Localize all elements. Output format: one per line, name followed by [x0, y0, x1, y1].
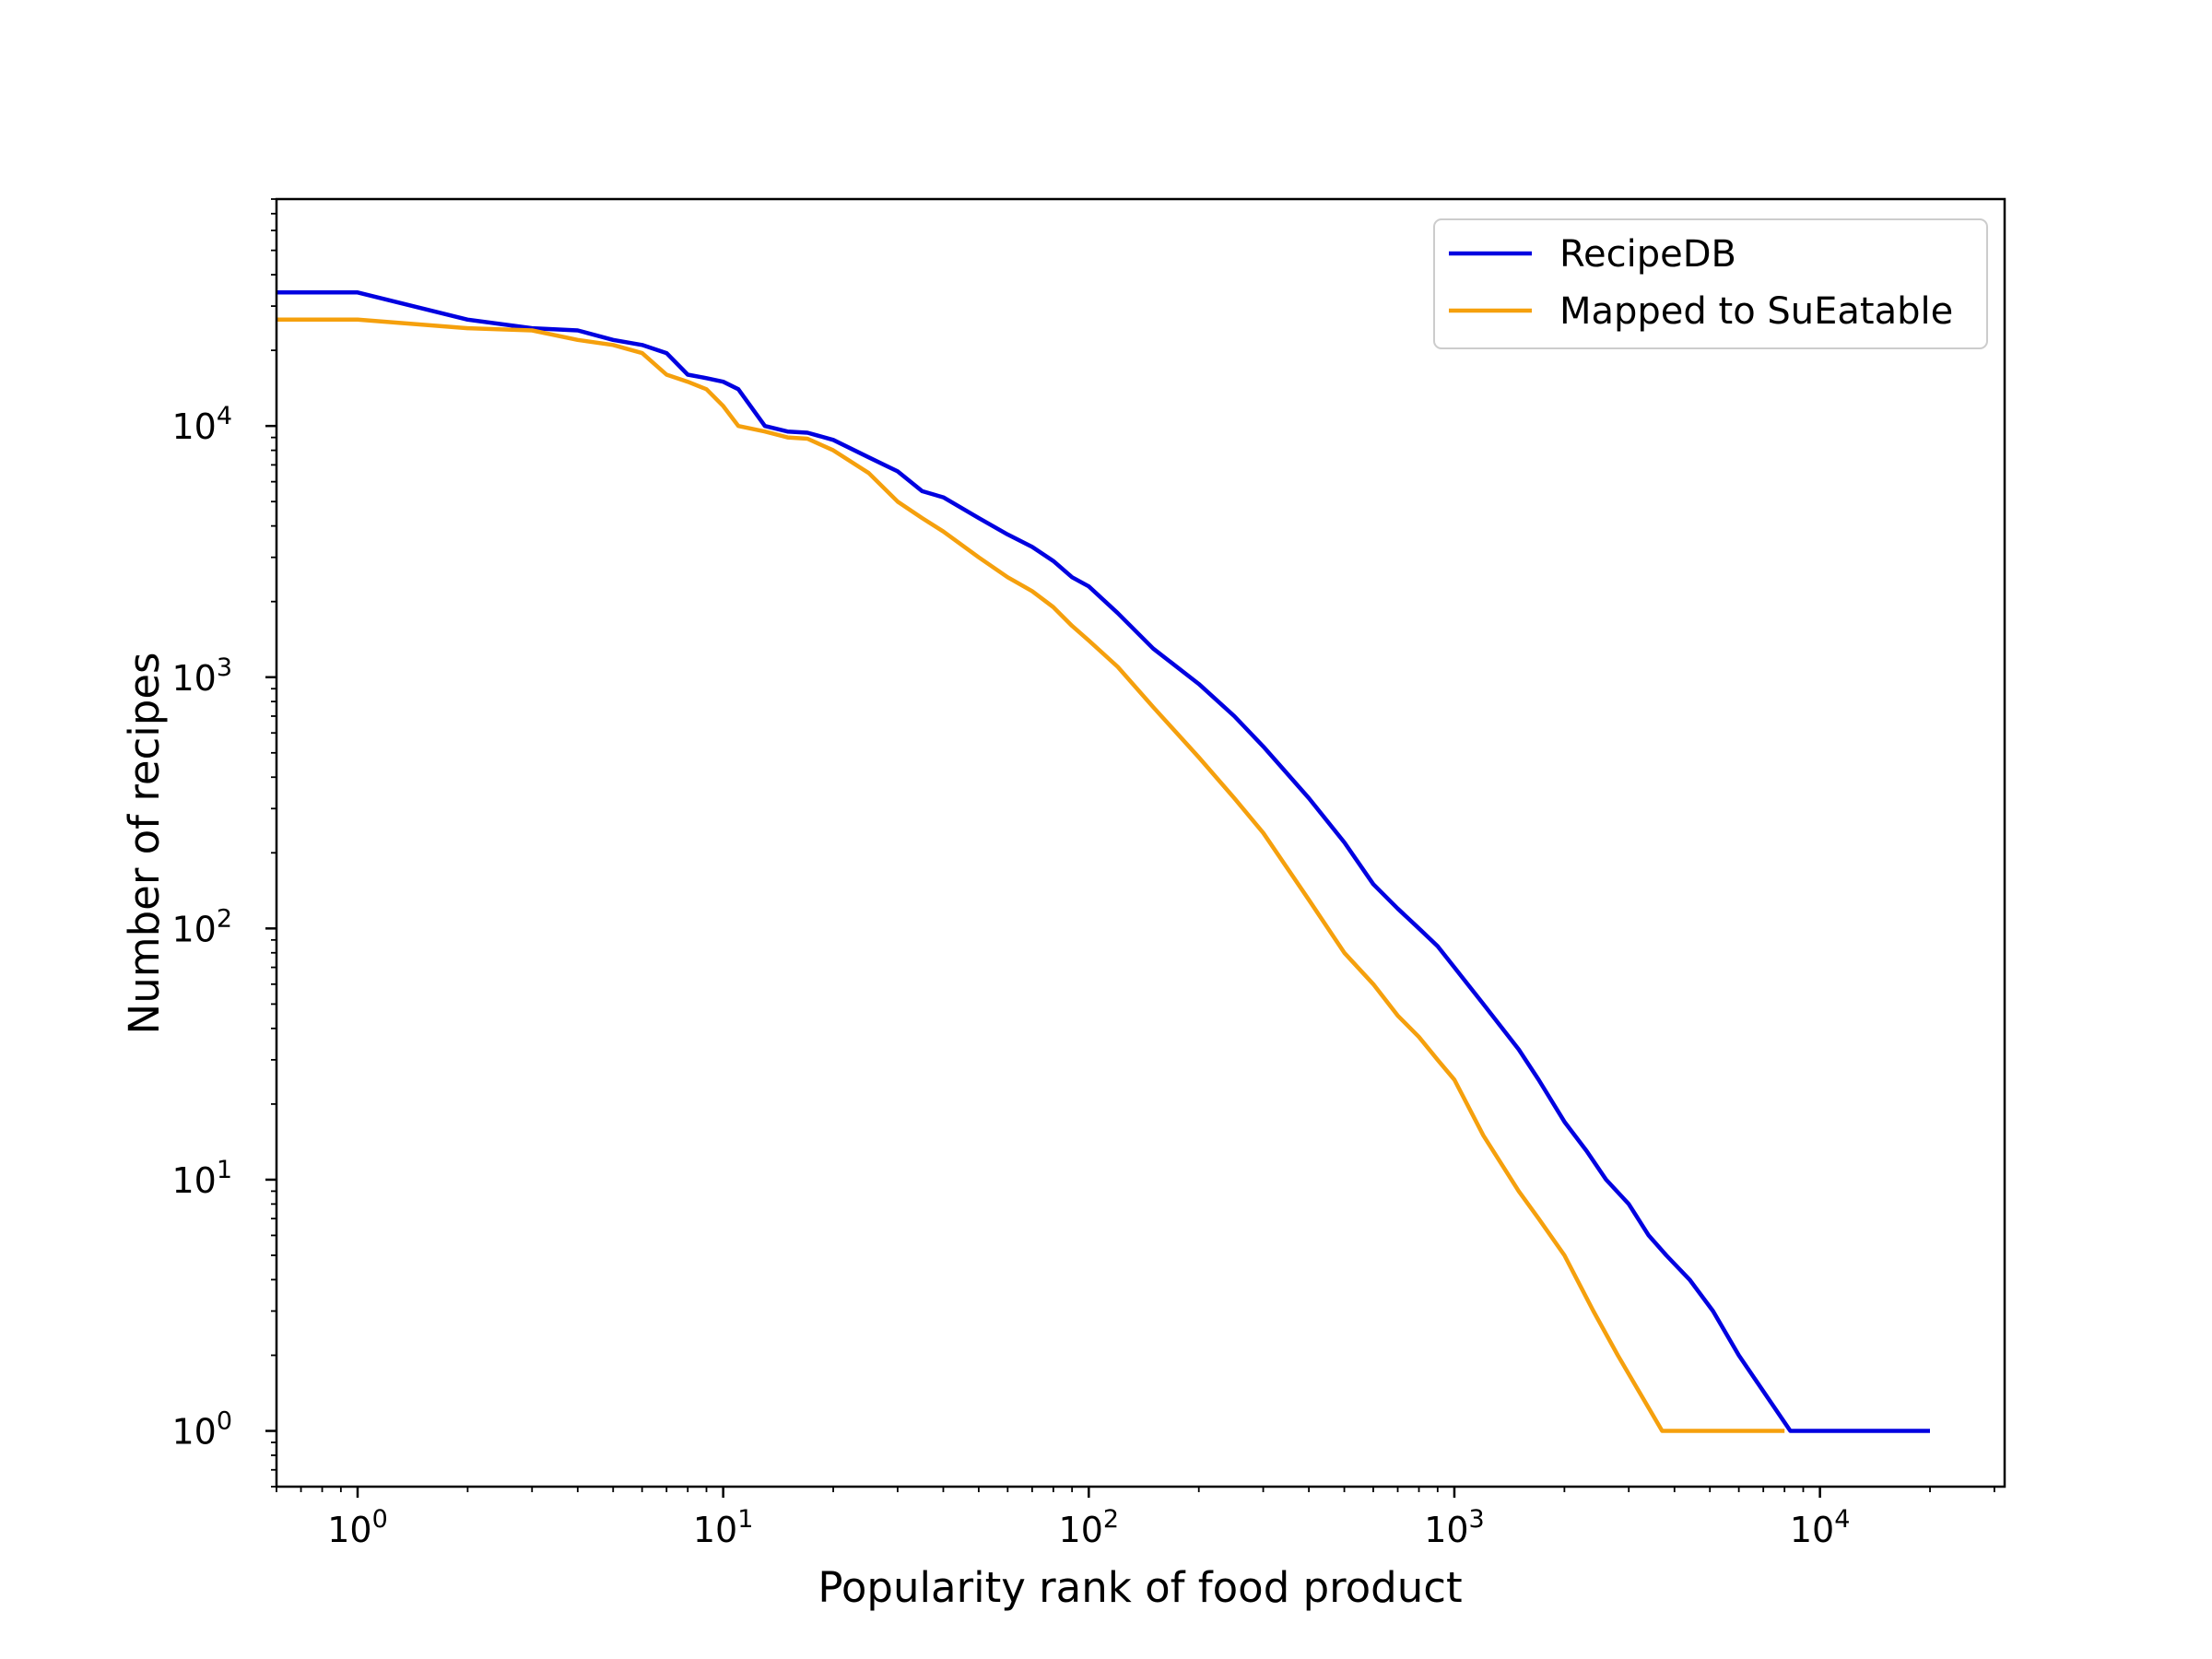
x-tick-label: 100 — [327, 1505, 388, 1550]
legend-label-recipedb: RecipeDB — [1559, 233, 1736, 276]
x-tick-base: 10 — [327, 1510, 371, 1550]
x-tick-base: 10 — [693, 1510, 737, 1550]
y-tick-base: 10 — [171, 909, 216, 949]
x-tick-label: 101 — [693, 1505, 754, 1550]
y-tick-base: 10 — [171, 1160, 216, 1201]
x-tick-exponent: 2 — [1103, 1505, 1119, 1534]
x-tick-label: 102 — [1059, 1505, 1120, 1550]
series-layer — [276, 290, 1930, 1433]
series-line-mapped-to-sueatable — [276, 317, 1785, 1433]
legend-box — [1433, 218, 1988, 349]
x-tick-exponent: 0 — [372, 1505, 388, 1534]
y-axis-label: Number of recipes — [120, 653, 169, 1035]
x-tick-label: 104 — [1790, 1505, 1851, 1550]
x-tick-base: 10 — [1790, 1510, 1834, 1550]
x-tick-exponent: 4 — [1834, 1505, 1850, 1534]
y-tick-label: 101 — [171, 1156, 232, 1201]
y-tick-exponent: 3 — [217, 653, 232, 682]
y-tick-label: 104 — [171, 402, 232, 447]
y-tick-label: 103 — [171, 653, 232, 699]
x-tick-label: 103 — [1424, 1505, 1485, 1550]
y-tick-base: 10 — [171, 658, 216, 699]
legend-label-mapped-to-sueatable: Mapped to SuEatable — [1559, 290, 1953, 333]
x-tick-exponent: 1 — [737, 1505, 753, 1534]
x-tick-base: 10 — [1424, 1510, 1468, 1550]
x-tick-base: 10 — [1059, 1510, 1103, 1550]
y-tick-label: 100 — [171, 1407, 232, 1453]
series-line-recipedb — [276, 290, 1930, 1433]
legend: RecipeDB Mapped to SuEatable — [1433, 218, 1988, 349]
x-axis-label: Popularity rank of food product — [818, 1563, 1462, 1612]
y-tick-exponent: 1 — [217, 1156, 232, 1184]
y-tick-exponent: 2 — [217, 904, 232, 933]
y-tick-base: 10 — [171, 1412, 216, 1453]
y-tick-exponent: 4 — [217, 402, 232, 430]
y-tick-exponent: 0 — [217, 1407, 232, 1436]
plot-area-frame — [275, 197, 2006, 1488]
y-tick-label: 102 — [171, 904, 232, 949]
x-axis: 100 101 102 103 104 — [276, 1487, 1995, 1550]
x-tick-exponent: 3 — [1469, 1505, 1485, 1534]
y-tick-base: 10 — [171, 406, 216, 447]
